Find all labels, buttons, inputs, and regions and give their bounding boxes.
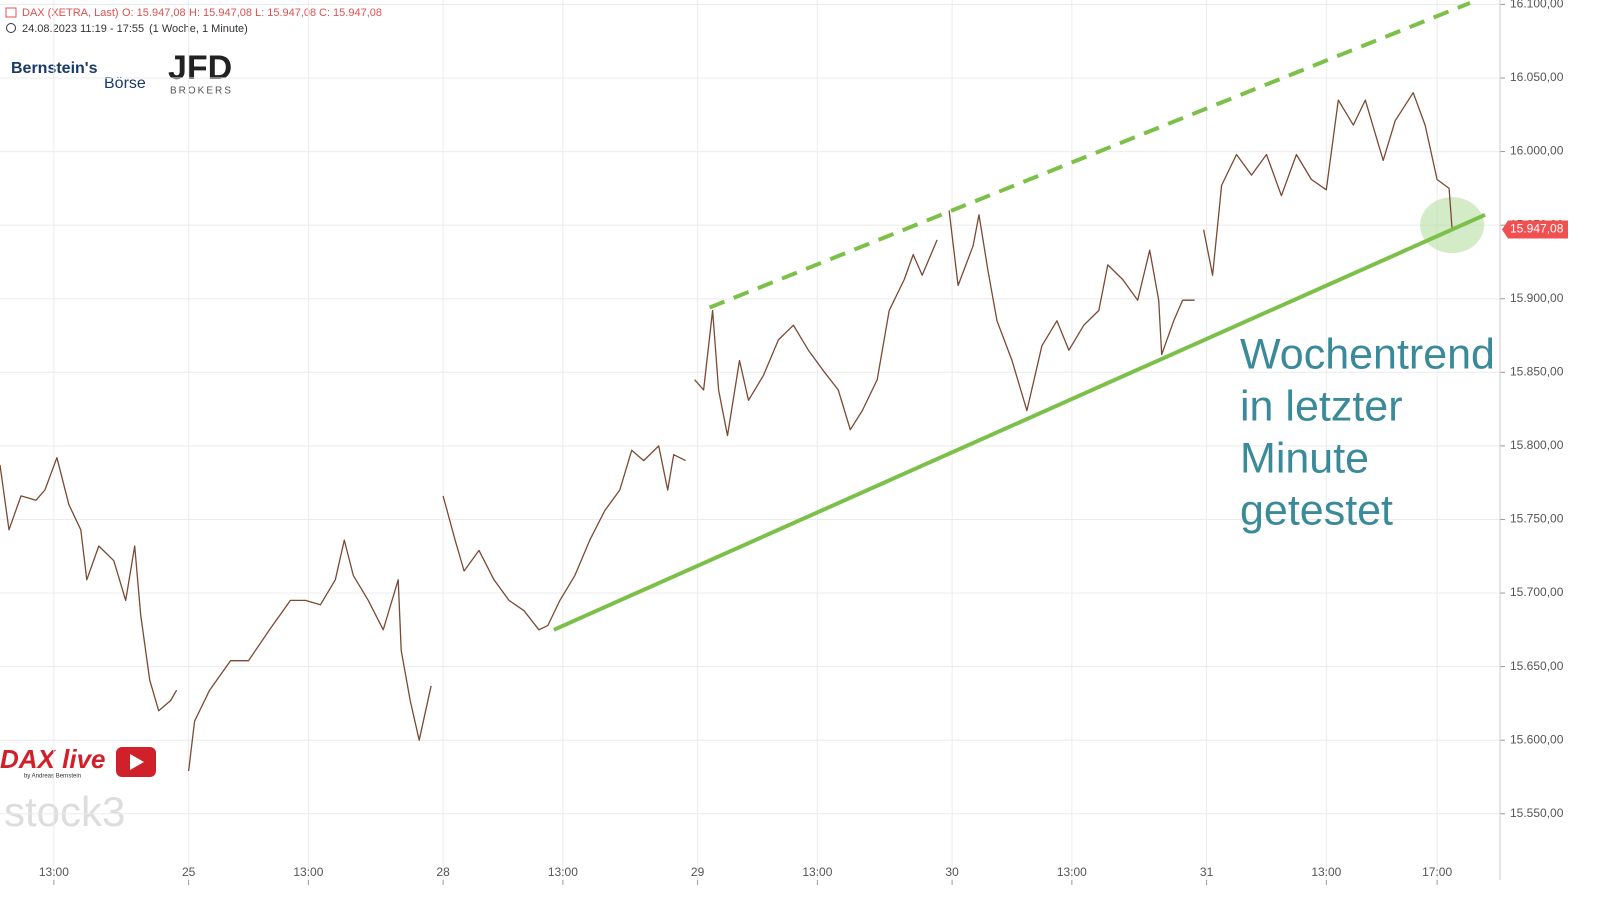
header-ohlc: H: 15.947,08 (189, 7, 252, 19)
last-price-label: 15.947,08 (1510, 222, 1564, 236)
y-tick-label: 15.800,00 (1510, 438, 1564, 452)
x-tick-label: 13:00 (1057, 865, 1087, 879)
header-ohlc: C: 15.947,08 (319, 7, 382, 19)
header-ohlc: L: 15.947,08 (255, 7, 316, 19)
y-tick-label: 16.050,00 (1510, 70, 1564, 84)
y-tick-label: 15.850,00 (1510, 364, 1564, 378)
annotation: Wochentrend (1240, 330, 1495, 378)
chart-icon (5, 7, 17, 18)
y-tick-label: 15.650,00 (1510, 659, 1564, 673)
annotation: Minute (1240, 434, 1369, 482)
x-tick-label: 30 (945, 865, 959, 879)
x-tick-label: 13:00 (293, 865, 323, 879)
logo-stock3: stock3 (4, 788, 125, 835)
logo-dax-live: DAX live (0, 744, 106, 774)
y-tick-label: 16.100,00 (1510, 0, 1564, 11)
logo-boerse: Börse (104, 75, 146, 92)
trend-line (553, 213, 1486, 632)
header-period: (1 Woche, 1 Minute) (149, 23, 248, 35)
y-tick-label: 16.000,00 (1510, 144, 1564, 158)
y-tick-label: 15.600,00 (1510, 732, 1564, 746)
clock-icon (6, 23, 16, 33)
logo-brokers: BROKERS (170, 86, 233, 97)
header-ohlc: O: 15.947,08 (122, 7, 186, 19)
header: DAX (XETRA, Last) O: 15.947,08 H: 15.947… (5, 7, 382, 35)
axes: 15.550,00 15.600,00 15.650,00 15.700,00 15.7… (39, 0, 1568, 885)
x-tick-label: 17:00 (1422, 865, 1452, 879)
x-tick-label: 13:00 (802, 865, 832, 879)
x-tick-label: 25 (182, 865, 196, 879)
y-tick-label: 15.900,00 (1510, 291, 1564, 305)
trend-line (708, 1, 1471, 310)
x-tick-label: 31 (1200, 865, 1214, 879)
x-tick-label: 13:00 (39, 865, 69, 879)
header-range: 24.08.2023 11:19 - 17:55 (22, 23, 144, 35)
logo-dax-live-by: by Andreas Bernstein (24, 774, 81, 780)
y-tick-label: 15.550,00 (1510, 806, 1564, 820)
last-price-tag (1502, 220, 1568, 239)
grid (0, 0, 1500, 880)
header-title: DAX (XETRA, Last) (22, 7, 119, 19)
logo-jfd: JFD (168, 49, 232, 87)
y-tick-label: 15.700,00 (1510, 585, 1564, 599)
annotation: getestet (1240, 486, 1393, 534)
play-triangle (130, 754, 144, 770)
x-tick-label: 13:00 (1311, 865, 1341, 879)
annotation: in letzter (1240, 382, 1403, 430)
price-line (0, 92, 1453, 772)
x-tick-label: 28 (436, 865, 450, 879)
y-tick-label: 15.750,00 (1510, 512, 1564, 526)
x-tick-label: 29 (691, 865, 705, 879)
x-tick-label: 13:00 (548, 865, 578, 879)
